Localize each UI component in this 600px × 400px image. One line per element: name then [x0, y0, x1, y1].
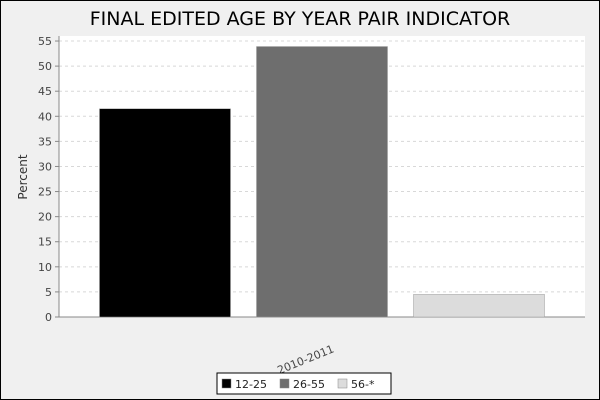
bar-56-*	[413, 294, 545, 318]
y-axis-label: Percent	[16, 154, 30, 199]
y-tick-label: 40	[38, 110, 52, 123]
y-tick-label: 55	[38, 35, 52, 48]
y-tick-label: 0	[45, 311, 52, 324]
bar-12-25	[99, 108, 231, 318]
legend-swatch-26-55	[279, 378, 290, 389]
legend-swatch-12-25	[221, 378, 232, 389]
y-tick-label: 50	[38, 60, 52, 73]
bar-26-55	[256, 46, 388, 318]
legend-label-56-*: 56-*	[351, 378, 375, 391]
y-tick-label: 15	[38, 236, 52, 249]
y-tick-label: 20	[38, 211, 52, 224]
y-tick-label: 25	[38, 186, 52, 199]
x-tick-label: 2010-2011	[275, 342, 335, 377]
y-tick-label: 30	[38, 160, 52, 173]
legend-label-12-25: 12-25	[235, 378, 267, 391]
legend-box	[216, 372, 392, 395]
legend-label-26-55: 26-55	[293, 378, 325, 391]
y-tick-label: 35	[38, 135, 52, 148]
y-tick-label: 10	[38, 261, 52, 274]
y-tick-label: 45	[38, 85, 52, 98]
chart-title: FINAL EDITED AGE BY YEAR PAIR INDICATOR	[90, 8, 511, 30]
legend-swatch-56-*	[337, 378, 348, 389]
y-tick-label: 5	[45, 286, 52, 299]
